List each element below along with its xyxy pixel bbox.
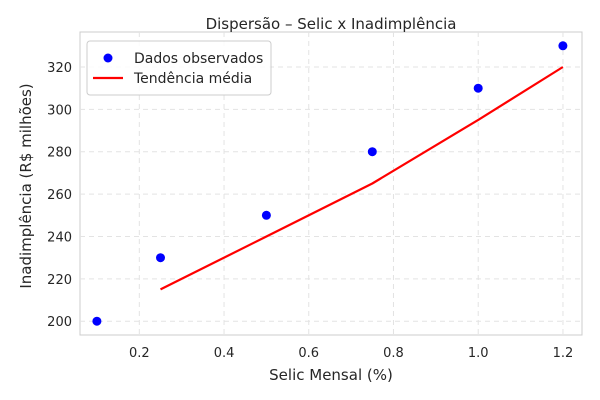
y-tick-label: 260 [47, 188, 72, 203]
y-tick-label: 240 [47, 230, 72, 245]
legend-label-trend: Tendência média [133, 71, 252, 87]
legend-box [86, 40, 272, 96]
x-tick-label: 1.2 [553, 346, 574, 361]
tick-labels: 0.2 0.4 0.6 0.8 1.0 1.2 200 220 240 260 280 300 320 [47, 61, 573, 361]
legend-label-observed: Dados observados [134, 51, 263, 67]
trend-line [160, 66, 564, 291]
y-axis-label: Inadimplência (R$ milhões) [17, 83, 35, 288]
y-tick-label: 220 [47, 273, 72, 288]
data-point [367, 147, 377, 157]
y-tick-label: 280 [47, 146, 72, 161]
data-point [92, 316, 102, 326]
data-point [156, 253, 165, 263]
series-layer [92, 41, 568, 326]
x-tick-label: 1.0 [468, 346, 489, 361]
x-tick-label: 0.8 [383, 346, 404, 361]
chart-title: Dispersão – Selic x Inadimplência [206, 15, 457, 33]
x-axis-label: Selic Mensal (%) [269, 366, 393, 384]
x-tick-label: 0.4 [214, 346, 235, 361]
x-tick-label: 0.2 [129, 346, 150, 361]
data-point [261, 210, 271, 220]
y-tick-label: 320 [47, 61, 72, 76]
y-tick-label: 200 [47, 315, 72, 330]
legend-marker-observed [103, 53, 113, 63]
data-point [558, 41, 568, 51]
data-point [473, 83, 483, 93]
y-tick-label: 300 [47, 103, 72, 118]
x-tick-label: 0.6 [298, 346, 319, 361]
legend: Dados observados Tendência média [86, 40, 272, 96]
